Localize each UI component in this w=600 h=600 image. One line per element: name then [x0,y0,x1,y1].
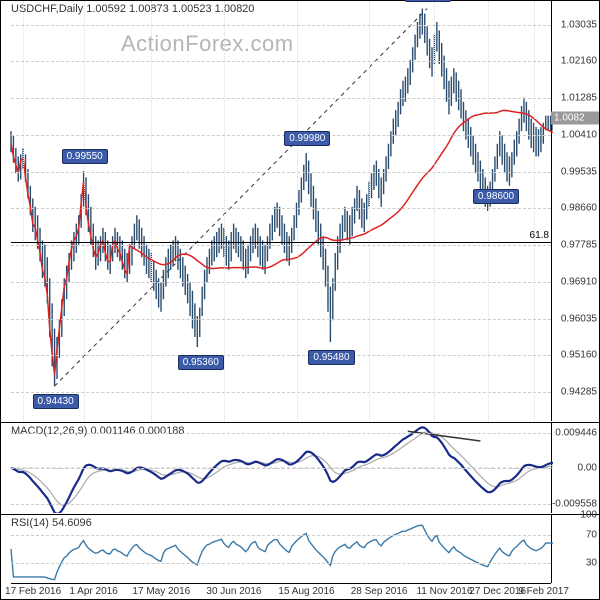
ytick: 0.94285 [561,387,597,398]
ytick: 0.96910 [561,276,597,287]
ytick: -0.009558 [552,498,597,509]
price-annotation: 0.95480 [308,350,354,365]
last-price-tag: 1.0082 [551,111,599,124]
ytick: 1.01285 [561,93,597,104]
ytick: 0.95160 [561,350,597,361]
xlabel: 28 Sep 2016 [351,586,408,597]
price-annotation: 0.98600 [473,189,519,204]
ytick: 1.02160 [561,56,597,67]
ytick: 0.98660 [561,203,597,214]
rsi-yaxis: 1007030 [551,515,599,583]
xlabel: 17 Feb 2016 [5,586,61,597]
ytick: 1.03035 [561,19,597,30]
price-panel: USDCHF,Daily 1.00592 1.00873 1.00523 1.0… [1,1,599,421]
price-annotation: 0.95360 [178,355,224,370]
price-annotation: 1.03420 [405,0,451,2]
rsi-plot[interactable] [1,515,553,583]
xlabel: 15 Aug 2016 [278,586,334,597]
price-annotation: 0.99980 [284,131,330,146]
xlabel: 9 Feb 2017 [518,586,569,597]
ytick: 30 [586,557,597,568]
ytick: 0.99535 [561,166,597,177]
price-annotation: 0.94430 [33,394,79,409]
price-yaxis: 0.94285 0.95160 0.96035 0.96910 0.97785 0.986… [551,1,599,421]
xlabel: 17 May 2016 [132,586,190,597]
fib-618-label: 61.8 [530,230,549,241]
ytick: 1.00410 [561,129,597,140]
chart-container: USDCHF,Daily 1.00592 1.00873 1.00523 1.0… [0,0,600,600]
xlabel: 11 Nov 2016 [416,586,472,597]
date-axis: 17 Feb 20161 Apr 201617 May 201630 Jun 2… [11,583,551,600]
xlabel: 30 Jun 2016 [206,586,261,597]
ytick: 0.97785 [561,240,597,251]
ytick: 70 [586,530,597,541]
macd-panel: MACD(12,26,9) 0.001146 0.000188 0.009446… [1,423,599,513]
macd-yaxis: 0.009446 0.00 -0.009558 [551,423,599,513]
rsi-panel: RSI(14) 54.6096 1007030 [1,515,599,583]
price-annotation: 0.99550 [62,149,108,164]
xlabel: 1 Apr 2016 [69,586,117,597]
fib-618-line [11,242,551,243]
ytick: 100 [580,510,597,521]
ytick: 0.009446 [555,427,597,438]
ytick: 0.00 [578,463,597,474]
ytick: 0.96035 [561,313,597,324]
